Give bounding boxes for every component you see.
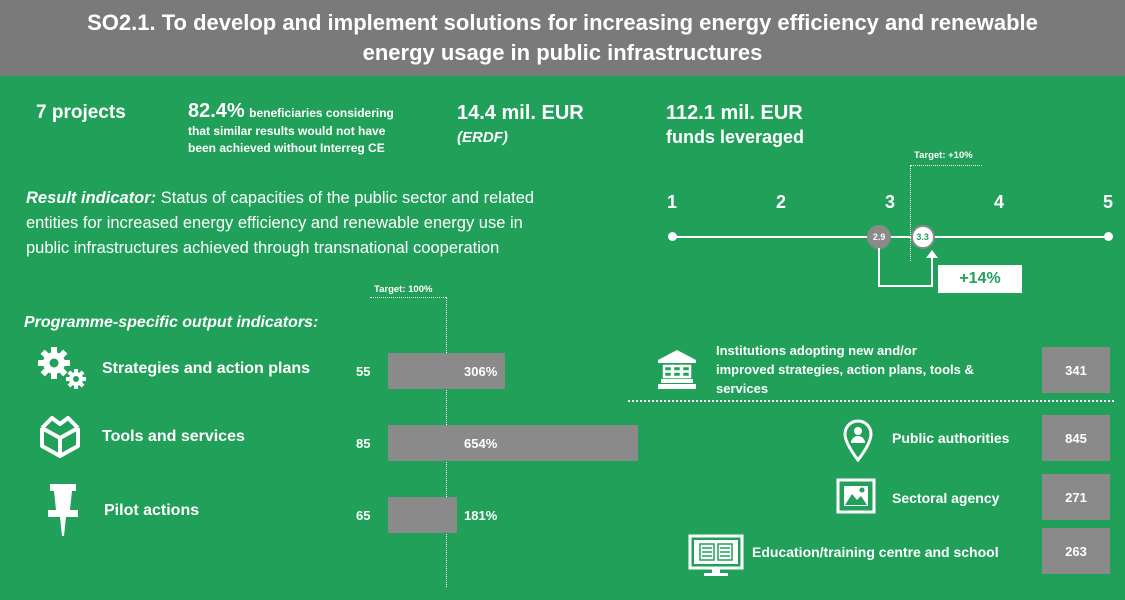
output-pct-tools: 654% — [464, 436, 498, 451]
beneficiaries-text-2: that similar results would not have — [188, 124, 386, 138]
output-value-strategies: 55 — [356, 364, 371, 379]
result-indicator-line-3: public infrastructures achieved through … — [26, 239, 500, 257]
breakdown-label-sectoral: Sectoral agency — [892, 490, 1000, 506]
beneficiaries-stat: 82.4% beneficiaries considering that sim… — [188, 100, 394, 157]
result-indicator-label: Result indicator: — [26, 189, 157, 207]
title-line-1: SO2.1. To develop and implement solution… — [87, 10, 1038, 35]
institutions-label-line-3: services — [716, 381, 769, 396]
scale-target-line-top — [910, 165, 982, 166]
result-indicator: Result indicator: Status of capacities o… — [26, 186, 626, 261]
breakdown-label-education: Education/training centre and school — [752, 544, 999, 560]
scale-end-dot — [1104, 232, 1113, 241]
scale-achieved-marker: 3.3 — [910, 225, 935, 249]
scale-tick: 1 — [666, 192, 677, 212]
institution-icon — [658, 350, 696, 389]
leveraged-amount: 112.1 mil. EUR — [666, 102, 803, 124]
output-bar-pilot — [388, 497, 457, 533]
output-pct-pilot: 181% — [464, 508, 498, 523]
box-icon — [40, 416, 80, 458]
scale-baseline-value: 2.9 — [872, 232, 886, 242]
projects-count: 7 projects — [36, 102, 126, 123]
scale-tick: 2 — [775, 192, 786, 212]
output-bar-tools — [388, 425, 638, 461]
erdf-amount: 14.4 mil. EUR — [457, 102, 584, 124]
institutions-label-line-2: improved strategies, action plans, tools… — [716, 362, 974, 377]
scale-target-line — [910, 165, 911, 261]
institutions-divider — [628, 400, 1114, 402]
institutions-value: 341 — [1042, 347, 1110, 393]
gears-icon — [38, 347, 86, 389]
header-bar — [0, 0, 1125, 76]
change-badge: +14% — [938, 265, 1022, 293]
output-target-line-top — [370, 297, 446, 298]
erdf-stat: 14.4 mil. EUR (ERDF) — [457, 102, 584, 146]
output-label-pilot: Pilot actions — [104, 502, 200, 519]
output-heading: Programme-specific output indicators: — [24, 314, 319, 331]
breakdown-value-education: 263 — [1042, 528, 1110, 574]
monitor-icon — [688, 534, 744, 576]
scale-tick: 5 — [1102, 192, 1113, 212]
result-indicator-line-2: entities for increased energy efficiency… — [26, 214, 523, 232]
scale-target-label: Target: +10% — [914, 150, 973, 161]
scale-start-dot — [668, 232, 677, 241]
pin-icon — [48, 484, 78, 536]
output-bar-strategies — [388, 353, 505, 389]
beneficiaries-pct: 82.4% — [188, 100, 245, 122]
page-title: SO2.1. To develop and implement solution… — [0, 8, 1125, 68]
beneficiaries-text-1: beneficiaries considering — [249, 106, 394, 120]
institutions-label-line-1: Institutions adopting new and/or — [716, 343, 917, 358]
scale-achieved-value: 3.3 — [916, 232, 929, 242]
output-value-tools: 85 — [356, 436, 371, 451]
erdf-label: (ERDF) — [457, 129, 508, 146]
institutions-label: Institutions adopting new and/or improve… — [716, 341, 974, 398]
title-line-2: energy usage in public infrastructures — [362, 40, 763, 65]
image-icon — [836, 478, 876, 514]
output-value-pilot: 65 — [356, 508, 371, 523]
output-target-label: Target: 100% — [374, 284, 433, 295]
scale-tick: 4 — [993, 192, 1004, 212]
output-label-strategies: Strategies and action plans — [102, 360, 311, 377]
breakdown-value-sectoral: 271 — [1042, 474, 1110, 520]
breakdown-label-public: Public authorities — [892, 430, 1010, 446]
scale-tick: 3 — [884, 192, 895, 212]
output-label-tools: Tools and services — [102, 428, 245, 445]
change-arrow-icon — [878, 248, 938, 287]
leveraged-stat: 112.1 mil. EUR funds leveraged — [666, 102, 804, 148]
breakdown-value-public: 845 — [1042, 415, 1110, 461]
scale-baseline-marker: 2.9 — [867, 225, 892, 249]
result-indicator-line-1: Status of capacities of the public secto… — [156, 189, 535, 207]
leveraged-label: funds leveraged — [666, 127, 805, 147]
location-person-icon — [843, 419, 873, 462]
beneficiaries-text-3: been achieved without Interreg CE — [188, 141, 385, 155]
output-pct-strategies: 306% — [464, 364, 498, 379]
